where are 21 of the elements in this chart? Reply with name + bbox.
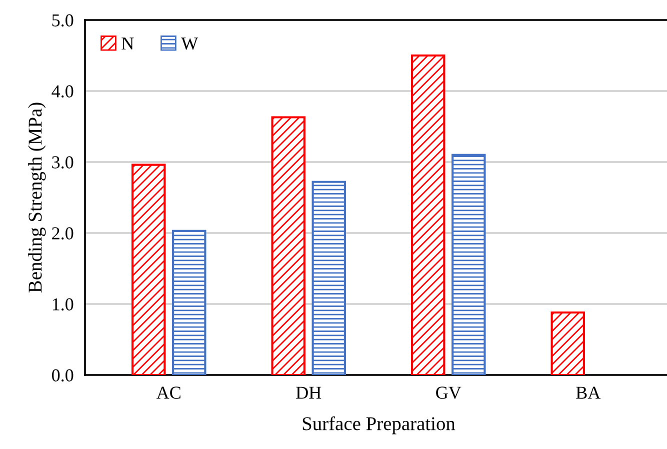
legend-label: N bbox=[122, 38, 134, 50]
x-tick-label: GV bbox=[436, 386, 462, 399]
bar bbox=[131, 164, 166, 375]
x-tick-label: AC bbox=[156, 386, 180, 399]
y-axis-title: Bending Strength (MPa) bbox=[28, 102, 46, 293]
y-tick-label: 4.0 bbox=[52, 85, 74, 98]
y-tick-label: 1.0 bbox=[52, 298, 74, 311]
y-tick-label: 2.0 bbox=[52, 227, 74, 240]
bar bbox=[411, 54, 446, 375]
bar bbox=[172, 230, 206, 375]
bar bbox=[312, 180, 346, 375]
x-axis-title: Surface Preparation bbox=[302, 416, 456, 434]
x-tick-label: DH bbox=[296, 386, 322, 399]
bar bbox=[452, 154, 486, 375]
bar bbox=[550, 311, 585, 375]
y-tick-label: 3.0 bbox=[52, 156, 74, 169]
x-tick-label: BA bbox=[576, 386, 601, 399]
y-tick-label: 5.0 bbox=[52, 14, 74, 27]
legend-label: W bbox=[181, 38, 198, 50]
y-tick-label: 0.0 bbox=[52, 369, 74, 382]
bar bbox=[271, 116, 306, 375]
